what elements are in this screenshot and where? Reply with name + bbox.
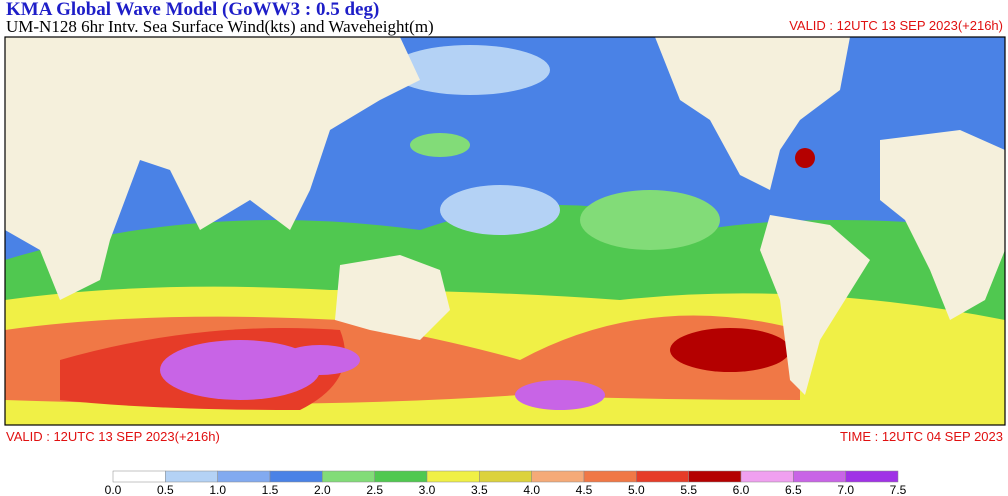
color-swatch [217, 470, 271, 483]
wave-band [440, 185, 560, 235]
color-swatch [636, 470, 689, 483]
colorbar-label: 3.5 [471, 483, 488, 496]
colorbar-label: 6.5 [785, 483, 802, 496]
wave-band [160, 340, 320, 400]
colorbar-label: 2.5 [366, 483, 383, 496]
color-swatch [845, 470, 899, 483]
colorbar-label: 7.5 [890, 483, 907, 496]
color-swatch [793, 470, 846, 483]
title: KMA Global Wave Model (GoWW3 : 0.5 deg) [6, 0, 379, 20]
colorbar-label: 2.0 [314, 483, 331, 496]
wave-band [280, 345, 360, 375]
colorbar-label: 5.5 [680, 483, 697, 496]
color-swatch [740, 470, 794, 483]
time-label: TIME : 12UTC 04 SEP 2023 [840, 429, 1003, 444]
land [5, 37, 420, 300]
color-swatch [374, 470, 428, 483]
colorbar-label: 0.5 [157, 483, 174, 496]
colorbar-label: 4.0 [523, 483, 540, 496]
wave-band [410, 133, 470, 157]
colorbar-label: 3.0 [419, 483, 436, 496]
color-swatch [269, 470, 323, 483]
land [335, 255, 450, 340]
subtitle: UM-N128 6hr Intv. Sea Surface Wind(kts) … [6, 17, 434, 36]
color-swatch [583, 470, 637, 483]
wave-band [580, 190, 720, 250]
land [760, 215, 870, 395]
color-swatch [165, 470, 218, 483]
wave-band [390, 45, 550, 95]
colorbar-label: 1.5 [262, 483, 279, 496]
wave-band [670, 328, 790, 372]
color-swatch [112, 470, 166, 483]
storm [795, 148, 815, 168]
colorbar-label: 0.0 [105, 483, 122, 496]
color-swatch [322, 470, 375, 483]
colorbar-label: 4.5 [576, 483, 593, 496]
map-frame [4, 36, 1006, 426]
color-swatch [688, 470, 742, 483]
color-swatch [531, 470, 585, 483]
land [655, 37, 850, 190]
colorbar: 0.0 0.5 1.0 1.5 2.0 2.5 3.0 3.5 4.0 4.5 5.0 5.5 6.0 6… [105, 470, 907, 496]
valid-bottom: VALID : 12UTC 13 SEP 2023(+216h) [6, 429, 220, 444]
map [4, 36, 1006, 426]
land [880, 130, 1005, 320]
colorbar-label: 6.0 [733, 483, 750, 496]
color-swatch [426, 470, 480, 483]
color-swatch [479, 470, 532, 483]
colorbar-label: 7.0 [837, 483, 854, 496]
valid-top: VALID : 12UTC 13 SEP 2023(+216h) [789, 18, 1003, 33]
colorbar-label: 1.0 [209, 483, 226, 496]
colorbar-label: 5.0 [628, 483, 645, 496]
wave-band [515, 380, 605, 410]
